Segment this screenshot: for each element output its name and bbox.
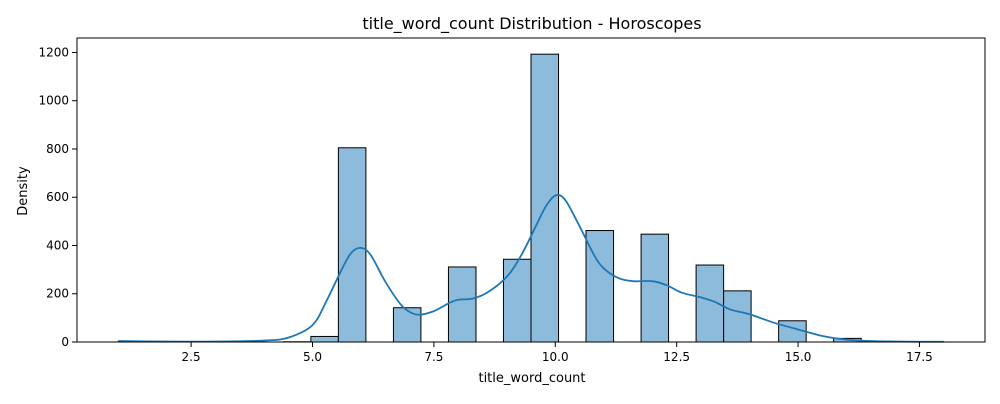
x-axis-ticks: 2.5 5.0 7.5 10.0 12.5 15.0 17.5 [182, 342, 933, 364]
x-tick-label: 15.0 [785, 350, 812, 364]
histogram-bar [531, 54, 559, 342]
y-tick-label: 1200 [38, 45, 69, 59]
x-tick-label: 17.5 [906, 350, 933, 364]
x-axis-label: title_word_count [478, 371, 585, 386]
histogram-bar [724, 291, 751, 342]
y-axis-ticks: 0 200 400 600 800 1000 1200 [38, 45, 77, 349]
y-tick-label: 400 [46, 238, 69, 252]
chart-title: title_word_count Distribution - Horoscop… [362, 14, 701, 34]
y-tick-label: 1000 [38, 94, 69, 108]
bars-layer [118, 54, 943, 342]
histogram-bar [503, 259, 531, 342]
y-tick-label: 0 [61, 335, 69, 349]
histogram-bar [311, 336, 338, 342]
histogram-bar [641, 234, 668, 342]
histogram-bar [448, 267, 476, 342]
x-tick-label: 5.0 [303, 350, 322, 364]
y-axis-label: Density [16, 166, 31, 216]
x-tick-label: 12.5 [663, 350, 690, 364]
histogram-bar [338, 148, 366, 342]
histogram-bar [393, 308, 420, 342]
x-tick-label: 7.5 [424, 350, 443, 364]
x-tick-label: 10.0 [542, 350, 569, 364]
y-tick-label: 200 [46, 287, 69, 301]
y-tick-label: 600 [46, 190, 69, 204]
y-tick-label: 800 [46, 142, 69, 156]
x-tick-label: 2.5 [182, 350, 201, 364]
